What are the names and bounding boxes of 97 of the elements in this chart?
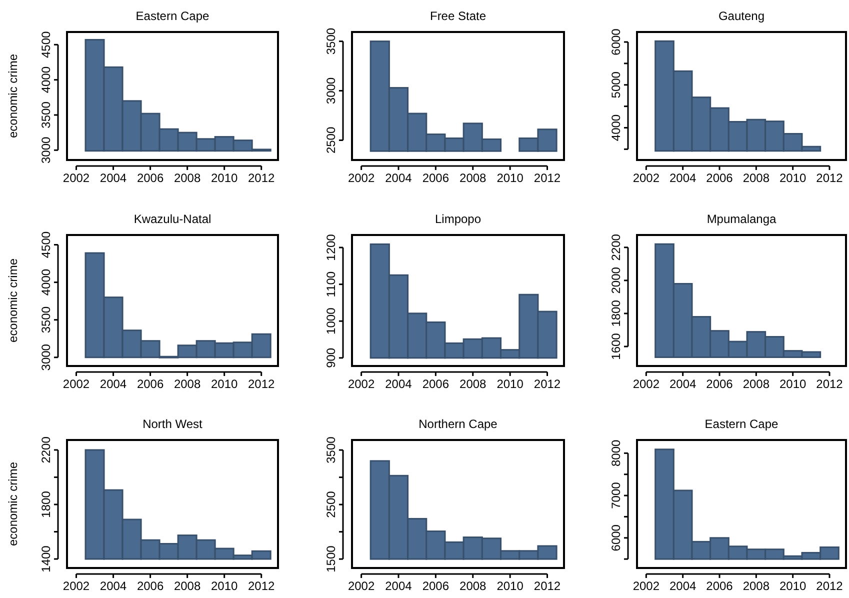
x-tick-label: 2012	[534, 579, 561, 593]
y-tick-label: 1200	[324, 234, 338, 261]
y-tick-label: 4000	[609, 114, 623, 142]
y-tick-label: 1800	[609, 300, 623, 327]
y-tick-label: 7000	[609, 482, 623, 509]
chart-title: Free State	[430, 9, 486, 23]
y-tick-label: 3000	[39, 344, 53, 371]
x-tick-label: 2004	[100, 579, 127, 593]
y-tick-label: 2000	[609, 266, 623, 294]
x-tick-label: 2012	[248, 377, 276, 391]
x-tick-label: 2002	[62, 377, 90, 391]
x-tick-label: 2002	[348, 579, 375, 593]
y-tick-label: 3500	[324, 436, 338, 464]
y-tick-label: 4500	[39, 30, 53, 58]
x-tick-label: 2012	[816, 579, 844, 593]
y-tick-label: 3000	[324, 77, 338, 104]
x-tick-label: 2010	[210, 171, 238, 185]
x-tick-label: 2006	[706, 377, 734, 391]
y-tick-label: 4500	[39, 231, 53, 258]
x-tick-label: 2006	[422, 171, 450, 185]
x-tick-label: 2010	[496, 171, 524, 185]
x-tick-label: 2012	[534, 377, 561, 391]
x-tick-label: 2010	[496, 579, 524, 593]
x-tick-label: 2012	[816, 377, 844, 391]
y-tick-label: 900	[324, 348, 338, 368]
x-tick-label: 2008	[742, 377, 770, 391]
y-axis-title: economic crime	[6, 54, 20, 138]
chart-title: North West	[142, 417, 204, 431]
x-tick-label: 2008	[742, 171, 770, 185]
x-tick-label: 2010	[496, 377, 524, 391]
chart-title: Mpumalanga	[706, 212, 777, 226]
chart-title: Eastern Cape	[704, 417, 779, 431]
x-tick-label: 2004	[669, 171, 697, 185]
x-tick-label: 2012	[248, 171, 276, 185]
x-tick-label: 2008	[460, 171, 487, 185]
y-tick-label: 2200	[609, 234, 623, 261]
x-tick-label: 2006	[706, 171, 734, 185]
y-axis-title: economic crime	[6, 258, 20, 343]
y-tick-label: 1400	[39, 545, 53, 572]
y-tick-label: 1500	[324, 545, 338, 572]
x-tick-label: 2010	[210, 579, 238, 593]
x-tick-label: 2010	[210, 377, 238, 391]
y-tick-label: 5000	[609, 71, 623, 98]
x-tick-label: 2006	[136, 377, 164, 391]
chart-title: Kwazulu-Natal	[134, 212, 212, 226]
x-tick-label: 2004	[669, 579, 697, 593]
y-tick-label: 3500	[39, 101, 53, 128]
x-tick-label: 2012	[816, 171, 844, 185]
x-tick-label: 2004	[385, 171, 412, 185]
x-tick-label: 2004	[100, 171, 127, 185]
x-tick-label: 2002	[632, 171, 660, 185]
y-tick-label: 1600	[609, 332, 623, 360]
y-tick-label: 6000	[609, 524, 623, 552]
x-tick-label: 2008	[174, 377, 201, 391]
x-tick-label: 2006	[136, 171, 164, 185]
y-tick-label: 1800	[39, 490, 53, 518]
y-tick-label: 4000	[39, 268, 53, 296]
x-tick-label: 2008	[174, 579, 201, 593]
chart-title: Limpopo	[434, 212, 482, 226]
x-tick-label: 2006	[136, 579, 164, 593]
y-tick-label: 6000	[609, 28, 623, 56]
x-tick-label: 2006	[422, 377, 450, 391]
x-tick-label: 2010	[779, 377, 807, 391]
y-tick-label: 1100	[324, 271, 338, 298]
y-tick-label: 4000	[39, 66, 53, 94]
x-tick-label: 2004	[385, 377, 412, 391]
x-tick-label: 2006	[706, 579, 734, 593]
x-tick-label: 2008	[742, 579, 770, 593]
x-tick-label: 2002	[632, 579, 660, 593]
y-tick-label: 3500	[324, 28, 338, 55]
y-axis-title: economic crime	[6, 462, 20, 546]
x-tick-label: 2002	[348, 377, 375, 391]
y-tick-label: 2500	[324, 126, 338, 154]
x-tick-label: 2002	[62, 579, 90, 593]
y-tick-label: 3500	[39, 306, 53, 334]
y-tick-label: 2200	[39, 436, 53, 464]
x-tick-label: 2010	[779, 579, 807, 593]
x-tick-label: 2006	[422, 579, 450, 593]
y-tick-label: 1000	[324, 307, 338, 334]
x-tick-label: 2008	[174, 171, 201, 185]
x-tick-label: 2002	[348, 171, 375, 185]
chart-title: Gauteng	[718, 9, 765, 23]
x-tick-label: 2002	[632, 377, 660, 391]
x-tick-label: 2012	[534, 171, 561, 185]
chart-title: Northern Cape	[418, 417, 498, 431]
x-tick-label: 2008	[460, 377, 487, 391]
x-tick-label: 2008	[460, 579, 487, 593]
x-tick-label: 2004	[669, 377, 697, 391]
x-tick-label: 2002	[62, 171, 90, 185]
y-tick-label: 8000	[609, 440, 623, 467]
x-tick-label: 2004	[385, 579, 412, 593]
x-tick-label: 2004	[100, 377, 127, 391]
y-tick-label: 3000	[39, 136, 53, 164]
x-tick-label: 2010	[779, 171, 807, 185]
chart-title: Eastern Cape	[136, 9, 210, 23]
y-tick-label: 2500	[324, 490, 338, 518]
x-tick-label: 2012	[248, 579, 276, 593]
